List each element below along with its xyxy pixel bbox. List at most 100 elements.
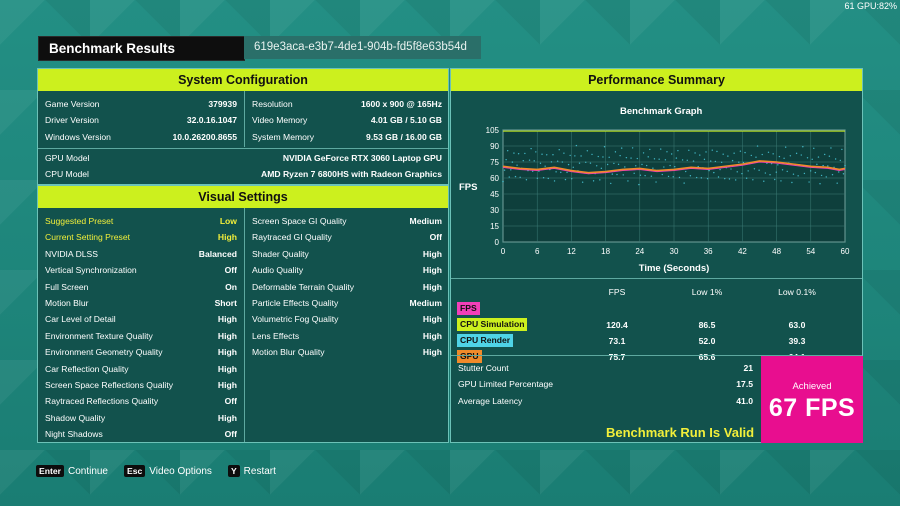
visual-setting-label: Environment Geometry Quality (45, 347, 163, 358)
visual-setting-value: Medium (409, 216, 442, 226)
cpu-render-point (650, 175, 653, 177)
hardware-value: AMD Ryzen 7 6800HS with Radeon Graphics (261, 169, 442, 180)
key-hint: Enter (36, 465, 64, 477)
cpu-render-point (814, 171, 817, 174)
system-config-row: Video Memory 4.01 GB / 5.10 GB (252, 112, 442, 128)
cpu-render-point (828, 155, 831, 157)
achieved-value: 67 FPS (768, 394, 856, 422)
visual-setting-row: Motion Blur Quality High (252, 344, 442, 360)
cpu-render-point (503, 169, 506, 171)
cpu-render-point (767, 151, 770, 154)
cpu-render-point (792, 173, 795, 175)
cpu-render-point (747, 170, 749, 172)
cpu-render-point (775, 171, 777, 173)
cpu-render-point (644, 174, 646, 177)
footer-actions: Enter Continue Esc Video Options Y Restart (36, 465, 276, 477)
visual-setting-label: Suggested Preset (45, 216, 114, 226)
cpu-render-point (592, 180, 595, 182)
footer-button-video-options[interactable]: Esc Video Options (124, 465, 212, 477)
cpu-render-point (546, 154, 548, 156)
hardware-label: CPU Model (45, 169, 89, 180)
cpu-render-point (633, 172, 635, 174)
cpu-render-point (834, 158, 837, 160)
cpu-render-point (614, 151, 617, 153)
x-tick-label: 48 (772, 247, 781, 256)
cpu-render-point (808, 181, 810, 183)
y-tick-label: 75 (490, 158, 499, 167)
cpu-render-point (638, 183, 640, 186)
cpu-render-point (688, 149, 690, 151)
cpu-render-point (608, 156, 610, 158)
table-cell: 75.7 (608, 352, 626, 362)
footer-button-continue[interactable]: Enter Continue (36, 465, 108, 477)
cpu-render-point (784, 146, 787, 148)
cpu-render-point (724, 177, 726, 180)
visual-setting-label: Car Level of Detail (45, 314, 116, 325)
cpu-render-point (719, 168, 721, 171)
cpu-render-point (738, 161, 740, 163)
visual-setting-value: High (217, 363, 237, 374)
cpu-render-point (547, 177, 549, 180)
cpu-render-point (797, 175, 799, 177)
cpu-render-point (695, 176, 698, 179)
hardware-value: NVIDIA GeForce RTX 3060 Laptop GPU (282, 153, 442, 163)
system-config-value: 379939 (208, 99, 237, 109)
divider (244, 91, 245, 147)
y-tick-label: 45 (490, 190, 499, 199)
cpu-render-point (842, 173, 845, 175)
cpu-render-point (658, 158, 660, 160)
system-configuration-panel: System Configuration (37, 68, 449, 185)
visual-setting-row: Particle Effects Quality Medium (252, 295, 442, 311)
cpu-render-point (533, 160, 535, 162)
cpu-render-point (830, 147, 832, 149)
visual-setting-value: Medium (409, 297, 442, 308)
table-cell: 52.0 (698, 336, 716, 346)
visual-setting-row: Full Screen On (45, 279, 237, 295)
cpu-render-point (683, 182, 685, 184)
cpu-render-point (597, 155, 599, 158)
cpu-render-point (831, 174, 834, 176)
cpu-render-point (789, 155, 792, 157)
cpu-render-point (606, 163, 609, 166)
cpu-render-point (711, 149, 713, 151)
visual-setting-value: Off (429, 232, 442, 243)
cpu-render-point (631, 147, 634, 149)
table-cell: 120.4 (606, 320, 628, 330)
cpu-render-point (560, 171, 562, 174)
performance-stat-value: 17.5 (736, 379, 753, 390)
cpu-render-point (589, 162, 592, 164)
key-hint: Esc (124, 465, 146, 477)
cpu-render-point (566, 171, 568, 174)
footer-button-label: Continue (67, 465, 108, 477)
cpu-render-point (622, 174, 624, 176)
cpu-render-point (720, 161, 723, 164)
performance-stat-row: Stutter Count 21 (458, 360, 753, 376)
cpu-render-point (528, 159, 531, 161)
table-header: Low 0.1% (778, 287, 816, 297)
x-tick-label: 36 (704, 247, 713, 256)
x-axis-label: Time (Seconds) (639, 263, 710, 274)
visual-setting-label: Night Shadows (45, 429, 103, 440)
cpu-render-point (795, 152, 798, 155)
x-tick-label: 42 (738, 247, 747, 256)
footer-button-restart[interactable]: Y Restart (227, 465, 276, 477)
cpu-render-point (817, 156, 820, 158)
cpu-render-point (774, 178, 776, 181)
visual-setting-value: Off (224, 396, 237, 407)
visual-setting-row: Lens Effects High (252, 328, 442, 344)
cpu-render-point (745, 177, 748, 179)
results-title: Benchmark Results (38, 36, 245, 61)
visual-setting-value: High (422, 281, 442, 292)
cpu-render-point (581, 181, 584, 183)
cpu-render-point (595, 165, 598, 167)
cpu-render-point (727, 155, 729, 157)
cpu-render-point (844, 164, 846, 167)
cpu-render-point (761, 153, 763, 156)
visual-setting-value: High (422, 330, 442, 341)
cpu-render-point (791, 181, 793, 184)
visual-setting-value: High (422, 314, 442, 325)
cpu-render-point (819, 183, 821, 185)
cpu-render-point (530, 147, 532, 150)
cpu-render-point (541, 153, 543, 155)
cpu-render-point (652, 167, 654, 169)
